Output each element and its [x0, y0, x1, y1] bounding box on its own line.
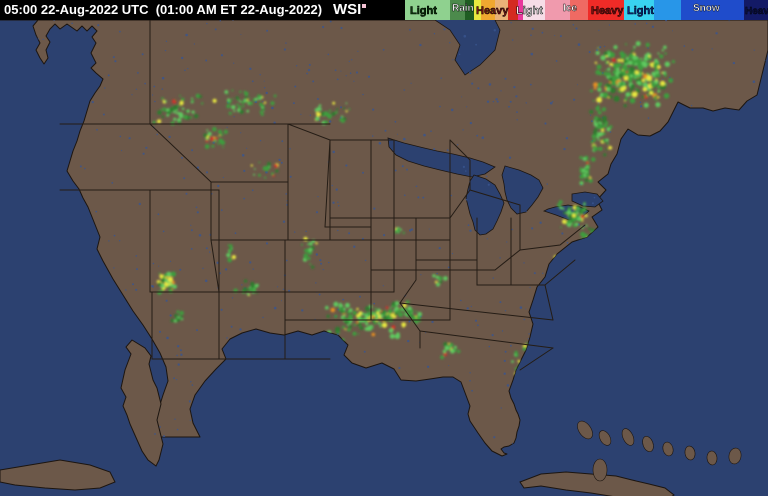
svg-text:Snow: Snow: [693, 3, 720, 14]
svg-text:Heavy: Heavy: [745, 6, 768, 17]
svg-text:Light: Light: [627, 5, 654, 17]
svg-text:Rain: Rain: [452, 3, 474, 14]
svg-text:Light: Light: [516, 5, 543, 17]
svg-text:Ice: Ice: [563, 3, 577, 14]
svg-text:Heavy: Heavy: [591, 5, 624, 17]
svg-text:Heavy: Heavy: [476, 5, 509, 17]
svg-text:Light: Light: [410, 5, 437, 17]
